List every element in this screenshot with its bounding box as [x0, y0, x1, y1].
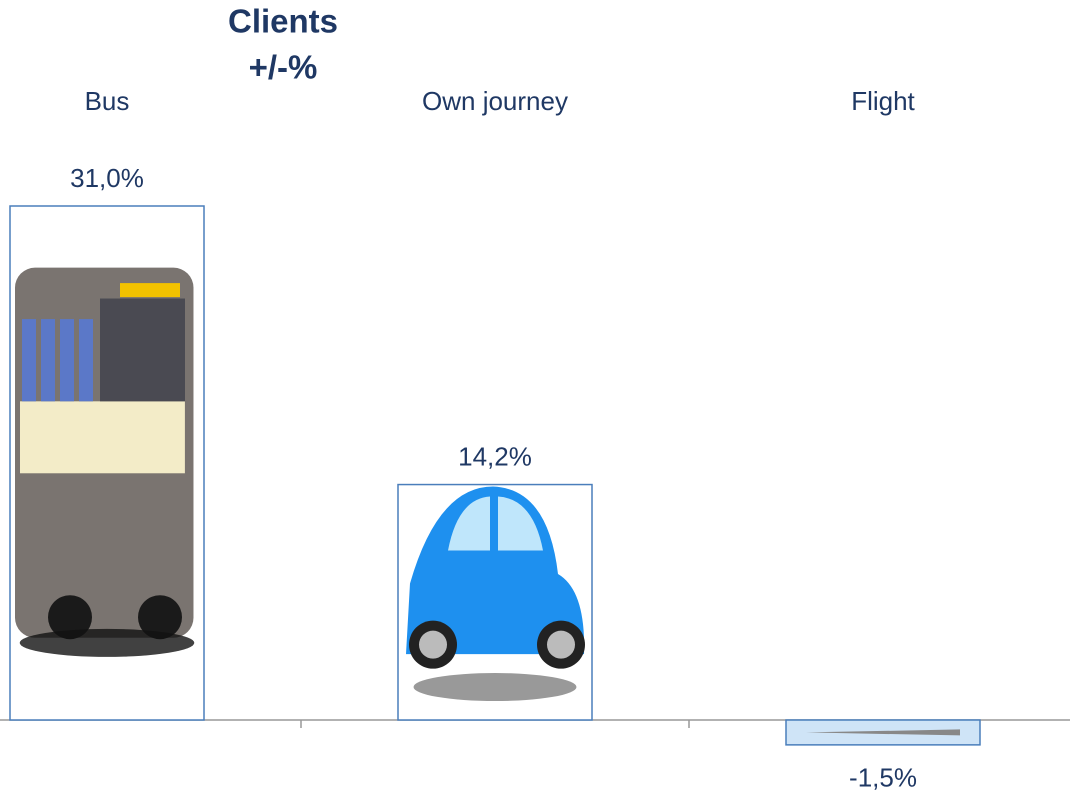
category-label: Flight: [851, 86, 915, 116]
bar-image: [60, 319, 74, 401]
bar-image: [20, 629, 195, 657]
bar-group: [398, 485, 592, 720]
bar-image: [414, 673, 577, 701]
chart-title: Clients: [228, 3, 338, 40]
bar-image: [547, 631, 575, 659]
bar-image: [419, 631, 447, 659]
bar-image: [22, 319, 36, 401]
value-label: 31,0%: [70, 163, 144, 193]
category-label: Own journey: [422, 86, 568, 116]
bar-image: [79, 319, 93, 401]
chart: Clients +/-% Bus 31,0% Own journey 14,2% Fli…: [0, 0, 1070, 796]
bar-image: [100, 299, 185, 402]
category-label: Bus: [85, 86, 130, 116]
bar-image: [41, 319, 55, 401]
bar-group: [786, 720, 980, 745]
value-label: -1,5%: [849, 763, 917, 793]
bar-image: [20, 401, 185, 473]
bar-image: [120, 283, 180, 297]
chart-title: +/-%: [249, 49, 318, 86]
bar-group: [10, 206, 204, 720]
value-label: 14,2%: [458, 441, 532, 471]
